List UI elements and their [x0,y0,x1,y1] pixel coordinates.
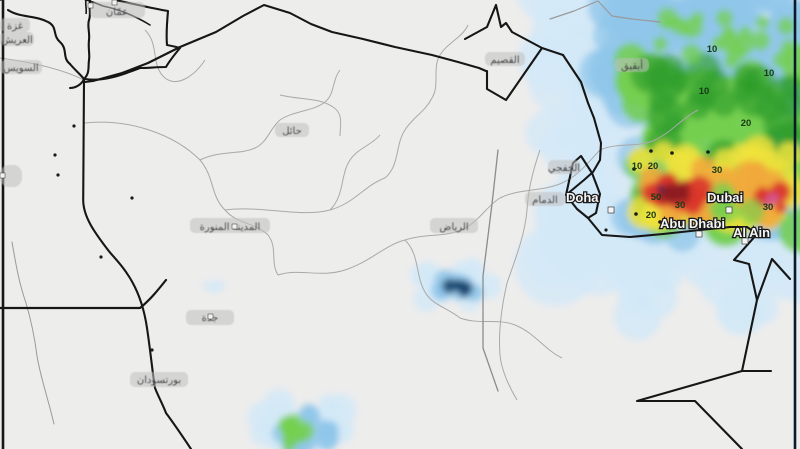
svg-text:20: 20 [646,210,657,221]
svg-text:30: 30 [763,202,774,213]
svg-text:50: 50 [651,192,662,203]
svg-text:10: 10 [764,68,775,79]
svg-text:بورتسودان: بورتسودان [137,375,181,386]
svg-text:30: 30 [712,165,723,176]
svg-text:الخفجي: الخفجي [548,163,580,174]
svg-text:10: 10 [632,161,643,172]
svg-text:الرياض: الرياض [439,222,468,233]
svg-text:20: 20 [648,161,659,172]
svg-text:حائل: حائل [282,126,302,137]
svg-text:10: 10 [707,44,718,55]
svg-text:20: 20 [741,118,752,129]
svg-text:عمّان: عمّان [106,7,128,18]
svg-text:30: 30 [675,200,686,211]
svg-text:العريش: العريش [1,35,33,46]
svg-text:أبقيق: أبقيق [621,59,643,72]
svg-text:Dubai: Dubai [707,190,743,205]
svg-text:Al Ain: Al Ain [733,225,770,240]
svg-text:Abu Dhabi: Abu Dhabi [660,216,725,231]
svg-text:الدمام: الدمام [532,195,558,206]
svg-text:السويس: السويس [3,63,38,74]
svg-text:Doha: Doha [566,190,599,205]
svg-text:القصيم: القصيم [490,55,519,66]
svg-text:10: 10 [699,86,710,97]
svg-text:غزة: غزة [7,21,23,32]
svg-text:المدينة المنورة: المدينة المنورة [200,222,261,233]
